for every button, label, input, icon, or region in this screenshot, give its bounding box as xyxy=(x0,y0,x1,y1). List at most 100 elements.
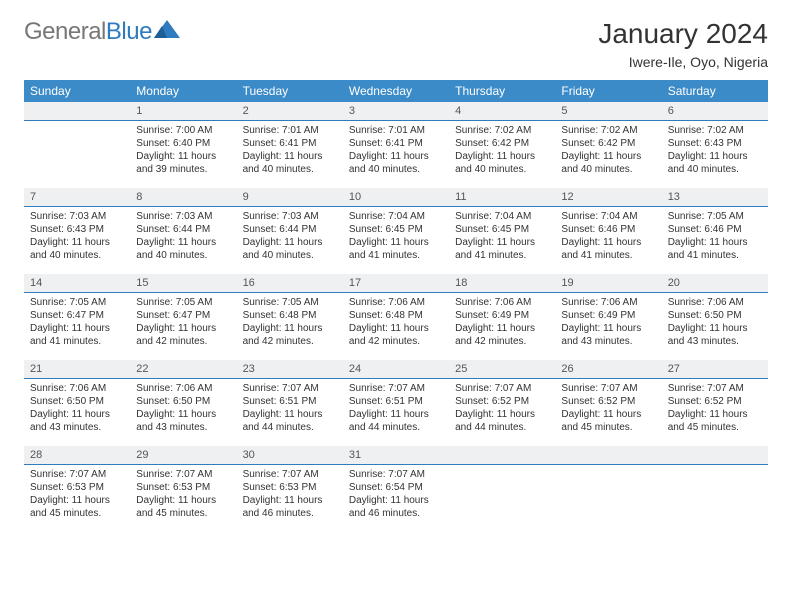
calendar-cell: 22Sunrise: 7:06 AMSunset: 6:50 PMDayligh… xyxy=(130,360,236,446)
sunrise-text: Sunrise: 7:02 AM xyxy=(668,124,762,137)
daylight-text: Daylight: 11 hours and 40 minutes. xyxy=(243,236,337,262)
day-content: Sunrise: 7:05 AMSunset: 6:48 PMDaylight:… xyxy=(237,293,343,351)
daylight-text: Daylight: 11 hours and 41 minutes. xyxy=(30,322,124,348)
sunset-text: Sunset: 6:50 PM xyxy=(668,309,762,322)
daylight-text: Daylight: 11 hours and 43 minutes. xyxy=(668,322,762,348)
sunrise-text: Sunrise: 7:02 AM xyxy=(561,124,655,137)
day-number: 19 xyxy=(555,274,661,293)
daylight-text: Daylight: 11 hours and 42 minutes. xyxy=(455,322,549,348)
day-content: Sunrise: 7:07 AMSunset: 6:53 PMDaylight:… xyxy=(130,465,236,523)
sunset-text: Sunset: 6:53 PM xyxy=(30,481,124,494)
sunrise-text: Sunrise: 7:05 AM xyxy=(243,296,337,309)
daylight-text: Daylight: 11 hours and 42 minutes. xyxy=(349,322,443,348)
calendar-cell: 1Sunrise: 7:00 AMSunset: 6:40 PMDaylight… xyxy=(130,102,236,188)
sunrise-text: Sunrise: 7:05 AM xyxy=(136,296,230,309)
day-number: 29 xyxy=(130,446,236,465)
day-content: Sunrise: 7:02 AMSunset: 6:43 PMDaylight:… xyxy=(662,121,768,179)
title-block: January 2024 Iwere-Ile, Oyo, Nigeria xyxy=(598,18,768,70)
day-content: Sunrise: 7:07 AMSunset: 6:52 PMDaylight:… xyxy=(555,379,661,437)
calendar-cell: 11Sunrise: 7:04 AMSunset: 6:45 PMDayligh… xyxy=(449,188,555,274)
day-number: 12 xyxy=(555,188,661,207)
day-content: Sunrise: 7:05 AMSunset: 6:47 PMDaylight:… xyxy=(130,293,236,351)
sunrise-text: Sunrise: 7:04 AM xyxy=(349,210,443,223)
daylight-text: Daylight: 11 hours and 45 minutes. xyxy=(561,408,655,434)
day-content: Sunrise: 7:04 AMSunset: 6:45 PMDaylight:… xyxy=(449,207,555,265)
calendar-body: 1Sunrise: 7:00 AMSunset: 6:40 PMDaylight… xyxy=(24,102,768,532)
sunset-text: Sunset: 6:42 PM xyxy=(455,137,549,150)
daylight-text: Daylight: 11 hours and 40 minutes. xyxy=(561,150,655,176)
calendar-cell: 13Sunrise: 7:05 AMSunset: 6:46 PMDayligh… xyxy=(662,188,768,274)
day-content: Sunrise: 7:03 AMSunset: 6:44 PMDaylight:… xyxy=(237,207,343,265)
day-number: 3 xyxy=(343,102,449,121)
sunset-text: Sunset: 6:52 PM xyxy=(455,395,549,408)
day-number-bar xyxy=(24,102,130,121)
daylight-text: Daylight: 11 hours and 40 minutes. xyxy=(136,236,230,262)
day-number: 1 xyxy=(130,102,236,121)
calendar-cell: 19Sunrise: 7:06 AMSunset: 6:49 PMDayligh… xyxy=(555,274,661,360)
weekday-header: Sunday xyxy=(24,80,130,102)
sunrise-text: Sunrise: 7:07 AM xyxy=(561,382,655,395)
day-content: Sunrise: 7:07 AMSunset: 6:51 PMDaylight:… xyxy=(237,379,343,437)
sunrise-text: Sunrise: 7:07 AM xyxy=(30,468,124,481)
day-content: Sunrise: 7:01 AMSunset: 6:41 PMDaylight:… xyxy=(237,121,343,179)
sunset-text: Sunset: 6:46 PM xyxy=(561,223,655,236)
daylight-text: Daylight: 11 hours and 44 minutes. xyxy=(349,408,443,434)
day-content: Sunrise: 7:04 AMSunset: 6:45 PMDaylight:… xyxy=(343,207,449,265)
sunset-text: Sunset: 6:50 PM xyxy=(30,395,124,408)
calendar-row: 21Sunrise: 7:06 AMSunset: 6:50 PMDayligh… xyxy=(24,360,768,446)
day-content: Sunrise: 7:06 AMSunset: 6:49 PMDaylight:… xyxy=(449,293,555,351)
sunset-text: Sunset: 6:43 PM xyxy=(668,137,762,150)
calendar-cell xyxy=(662,446,768,532)
daylight-text: Daylight: 11 hours and 46 minutes. xyxy=(349,494,443,520)
calendar-cell xyxy=(555,446,661,532)
daylight-text: Daylight: 11 hours and 43 minutes. xyxy=(30,408,124,434)
sunrise-text: Sunrise: 7:07 AM xyxy=(455,382,549,395)
calendar-cell xyxy=(24,102,130,188)
day-content: Sunrise: 7:02 AMSunset: 6:42 PMDaylight:… xyxy=(555,121,661,179)
weekday-header: Wednesday xyxy=(343,80,449,102)
sunset-text: Sunset: 6:49 PM xyxy=(455,309,549,322)
calendar-cell xyxy=(449,446,555,532)
calendar-cell: 24Sunrise: 7:07 AMSunset: 6:51 PMDayligh… xyxy=(343,360,449,446)
day-content: Sunrise: 7:07 AMSunset: 6:53 PMDaylight:… xyxy=(24,465,130,523)
day-content: Sunrise: 7:07 AMSunset: 6:53 PMDaylight:… xyxy=(237,465,343,523)
day-content: Sunrise: 7:06 AMSunset: 6:50 PMDaylight:… xyxy=(24,379,130,437)
day-content: Sunrise: 7:03 AMSunset: 6:44 PMDaylight:… xyxy=(130,207,236,265)
sunrise-text: Sunrise: 7:05 AM xyxy=(668,210,762,223)
location: Iwere-Ile, Oyo, Nigeria xyxy=(598,54,768,70)
calendar-cell: 23Sunrise: 7:07 AMSunset: 6:51 PMDayligh… xyxy=(237,360,343,446)
day-content: Sunrise: 7:04 AMSunset: 6:46 PMDaylight:… xyxy=(555,207,661,265)
sunset-text: Sunset: 6:52 PM xyxy=(561,395,655,408)
sunset-text: Sunset: 6:40 PM xyxy=(136,137,230,150)
sunset-text: Sunset: 6:41 PM xyxy=(349,137,443,150)
sunrise-text: Sunrise: 7:04 AM xyxy=(561,210,655,223)
calendar-cell: 4Sunrise: 7:02 AMSunset: 6:42 PMDaylight… xyxy=(449,102,555,188)
daylight-text: Daylight: 11 hours and 44 minutes. xyxy=(243,408,337,434)
day-content: Sunrise: 7:03 AMSunset: 6:43 PMDaylight:… xyxy=(24,207,130,265)
day-number: 8 xyxy=(130,188,236,207)
sunset-text: Sunset: 6:48 PM xyxy=(349,309,443,322)
sunrise-text: Sunrise: 7:07 AM xyxy=(136,468,230,481)
daylight-text: Daylight: 11 hours and 42 minutes. xyxy=(136,322,230,348)
daylight-text: Daylight: 11 hours and 41 minutes. xyxy=(561,236,655,262)
calendar-cell: 2Sunrise: 7:01 AMSunset: 6:41 PMDaylight… xyxy=(237,102,343,188)
daylight-text: Daylight: 11 hours and 40 minutes. xyxy=(243,150,337,176)
calendar-cell: 15Sunrise: 7:05 AMSunset: 6:47 PMDayligh… xyxy=(130,274,236,360)
calendar-cell: 14Sunrise: 7:05 AMSunset: 6:47 PMDayligh… xyxy=(24,274,130,360)
day-content: Sunrise: 7:07 AMSunset: 6:52 PMDaylight:… xyxy=(449,379,555,437)
calendar-cell: 28Sunrise: 7:07 AMSunset: 6:53 PMDayligh… xyxy=(24,446,130,532)
day-number: 15 xyxy=(130,274,236,293)
calendar-cell: 27Sunrise: 7:07 AMSunset: 6:52 PMDayligh… xyxy=(662,360,768,446)
calendar-cell: 29Sunrise: 7:07 AMSunset: 6:53 PMDayligh… xyxy=(130,446,236,532)
logo-text: GeneralBlue xyxy=(24,18,152,46)
daylight-text: Daylight: 11 hours and 41 minutes. xyxy=(349,236,443,262)
daylight-text: Daylight: 11 hours and 40 minutes. xyxy=(455,150,549,176)
sunrise-text: Sunrise: 7:03 AM xyxy=(136,210,230,223)
sunset-text: Sunset: 6:54 PM xyxy=(349,481,443,494)
calendar-cell: 6Sunrise: 7:02 AMSunset: 6:43 PMDaylight… xyxy=(662,102,768,188)
sunrise-text: Sunrise: 7:06 AM xyxy=(349,296,443,309)
sunrise-text: Sunrise: 7:07 AM xyxy=(243,382,337,395)
daylight-text: Daylight: 11 hours and 40 minutes. xyxy=(349,150,443,176)
calendar-row: 14Sunrise: 7:05 AMSunset: 6:47 PMDayligh… xyxy=(24,274,768,360)
day-number: 30 xyxy=(237,446,343,465)
